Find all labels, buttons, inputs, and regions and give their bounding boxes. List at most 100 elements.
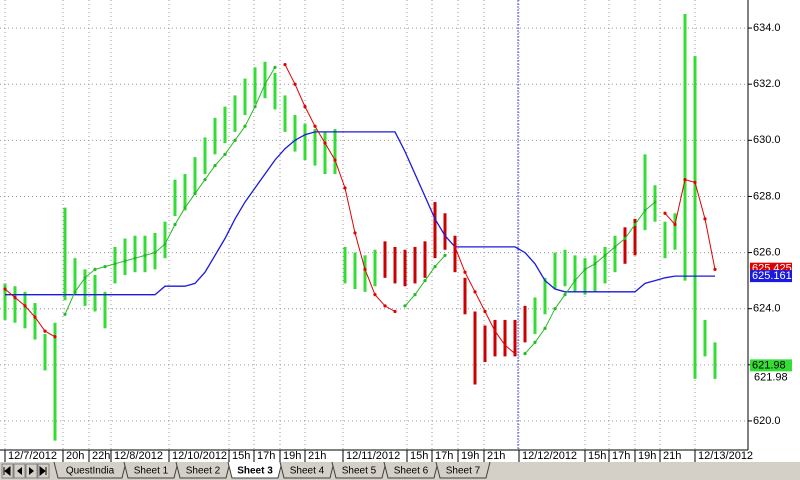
indicator-dot [73, 290, 77, 294]
indicator-dot [543, 326, 547, 330]
indicator-dot [403, 304, 407, 308]
indicator-dot [603, 253, 607, 257]
price-label-box [750, 359, 792, 372]
indicator-dot [573, 279, 577, 283]
tab-shape [123, 461, 179, 479]
y-tick-label: 632.0 [753, 78, 781, 90]
tab-shape [383, 461, 439, 479]
x-tick-label: 22h [92, 450, 110, 462]
tab-shape [331, 461, 387, 479]
indicator-dot [253, 105, 257, 109]
tab-label[interactable]: Sheet 5 [342, 466, 377, 477]
sheet-tab[interactable]: Sheet 1 [123, 461, 179, 479]
indicator-dot [673, 222, 677, 227]
indicator-dot [473, 290, 477, 294]
indicator-dot [133, 256, 137, 260]
tab-nav[interactable] [1, 463, 50, 479]
indicator-dot [293, 82, 297, 86]
indicator-dot [563, 293, 567, 297]
indicator-dot [523, 351, 527, 356]
x-tick-label: 17h [257, 450, 275, 462]
indicator-dot [443, 253, 447, 257]
price-label: 625.161 [752, 270, 792, 282]
price-label-box [750, 270, 792, 283]
indicator-dot [273, 65, 277, 69]
indicator-dot [183, 206, 187, 210]
indicator-dot [3, 287, 7, 291]
tab-label[interactable]: Sheet 3 [237, 466, 273, 477]
x-tick-label: 17h [435, 450, 453, 462]
x-tick-label: 15h [588, 450, 606, 462]
sheet-tab[interactable]: Sheet 3 [227, 461, 283, 479]
indicator-line [5, 131, 715, 296]
sheet-tab[interactable]: Sheet 6 [383, 461, 439, 479]
indicator-dot [213, 163, 217, 168]
y-tick-label: 628.0 [753, 190, 781, 202]
indicator-dot [513, 351, 517, 356]
indicator-dot [13, 295, 17, 300]
indicator-dot [93, 267, 97, 271]
indicator-dot [203, 178, 207, 182]
sheet-tab[interactable]: Sheet 5 [331, 461, 387, 479]
sheet-tab[interactable]: QuestIndia [53, 461, 127, 479]
tab-shape [279, 461, 335, 479]
y-tick-label: 624.0 [753, 303, 781, 315]
price-label: 621.98 [754, 371, 788, 383]
indicator-dot [663, 211, 667, 215]
indicator-dot [643, 208, 647, 213]
x-tick-label: 20h [66, 450, 84, 462]
indicator-dot [123, 259, 127, 263]
indicator-dot [393, 309, 397, 314]
x-tick-label: 21h [308, 450, 326, 462]
indicator-dot [653, 200, 657, 204]
indicator-dot [583, 267, 587, 271]
tab-label[interactable]: Sheet 6 [394, 466, 429, 477]
tab-label[interactable]: Sheet 4 [290, 466, 325, 477]
indicator-dot [423, 279, 427, 283]
tab-label[interactable]: Sheet 7 [446, 466, 481, 477]
indicator-dot [343, 186, 347, 190]
sheet-tab[interactable]: Sheet 4 [279, 461, 335, 479]
indicator-dot [703, 217, 707, 221]
x-tick-label: 19h [638, 450, 656, 462]
tab-label[interactable]: Sheet 1 [134, 466, 169, 477]
tab-shape [435, 461, 491, 479]
y-tick-label: 626.0 [753, 246, 781, 258]
indicator-dot [493, 329, 497, 333]
indicator-dot [303, 105, 307, 109]
sheet-tab[interactable]: Sheet 7 [435, 461, 491, 479]
indicator-dot [263, 82, 267, 86]
x-tick-label: 12/11/2012 [346, 450, 400, 462]
indicator-dot [503, 343, 507, 347]
indicator-dot [143, 253, 147, 257]
indicator-dot [683, 178, 687, 182]
indicator-dot [333, 158, 337, 162]
indicator-dot [23, 304, 27, 308]
tab-label[interactable]: QuestIndia [66, 466, 115, 477]
price-label: 621.98 [752, 359, 786, 371]
tab-label[interactable]: Sheet 2 [186, 466, 221, 477]
x-tick-label: 17h [612, 450, 630, 462]
indicator-dot [373, 293, 377, 297]
y-tick-label: 620.0 [753, 415, 781, 427]
indicator-dot [323, 141, 327, 145]
indicator-dot [353, 231, 357, 235]
x-tick-label: 15h [410, 450, 428, 462]
indicator-dot [43, 329, 47, 333]
sheet-tab[interactable]: Sheet 2 [175, 461, 231, 479]
indicator-dot [363, 267, 367, 271]
indicator-dot [313, 124, 317, 128]
indicator-dot [693, 180, 697, 185]
indicator-dot [283, 62, 287, 67]
indicator-dot [593, 262, 597, 266]
x-tick-label: 12/8/2012 [114, 450, 163, 462]
x-tick-label: 19h [461, 450, 479, 462]
indicator-dot [533, 340, 537, 344]
indicator-dot [53, 335, 57, 339]
tab-shape [227, 461, 283, 479]
indicator-dot [63, 312, 67, 316]
indicator-dot [163, 242, 167, 246]
nav-icon [3, 465, 11, 477]
